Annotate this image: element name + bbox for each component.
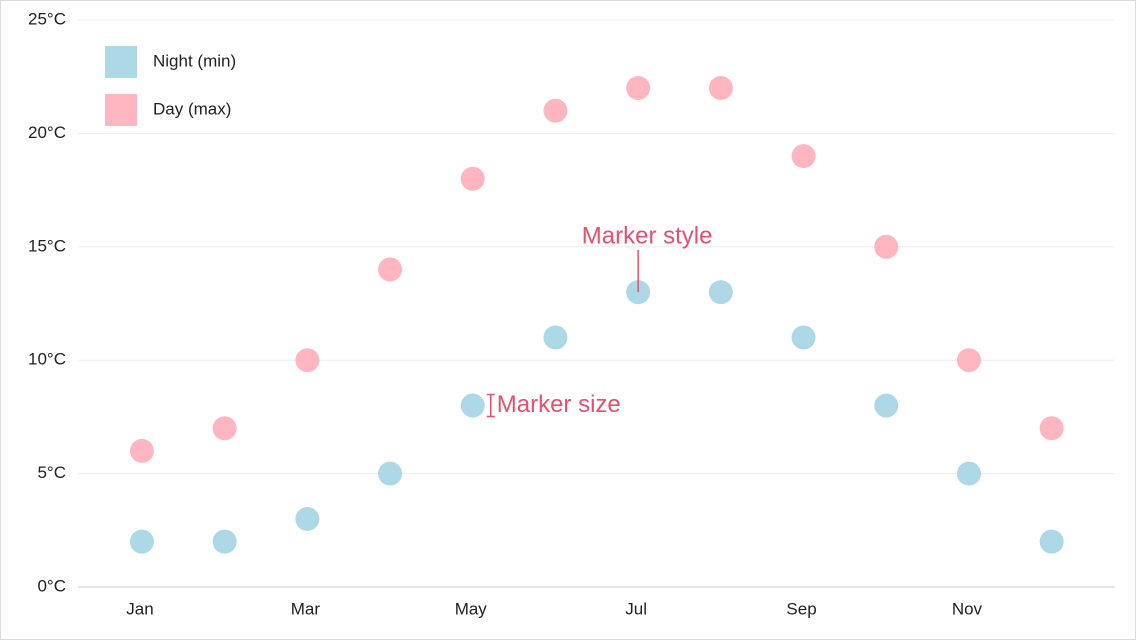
legend-swatch <box>105 94 137 126</box>
annotation: Marker size <box>497 391 621 418</box>
marker <box>460 393 485 418</box>
x-tick-label: Sep <box>786 599 816 618</box>
marker <box>212 529 237 554</box>
y-tick-label: 10°C <box>28 350 66 369</box>
marker <box>460 166 485 191</box>
marker <box>956 348 981 373</box>
marker <box>1039 416 1064 441</box>
x-tick-label: May <box>455 599 488 618</box>
marker <box>212 416 237 441</box>
annotation: Marker style <box>582 222 713 249</box>
x-tick-label: Nov <box>952 599 983 618</box>
marker <box>626 76 651 101</box>
marker <box>378 461 403 486</box>
legend-label: Day (max) <box>153 99 231 118</box>
y-tick-label: 15°C <box>28 236 66 255</box>
marker <box>543 98 568 123</box>
legend-swatch <box>105 46 137 78</box>
marker <box>791 325 816 350</box>
marker <box>543 325 568 350</box>
legend-label: Night (min) <box>153 51 236 70</box>
y-tick-label: 0°C <box>37 576 66 595</box>
annotation-bracket <box>486 393 495 418</box>
y-tick-label: 5°C <box>37 463 66 482</box>
y-tick-label: 25°C <box>28 9 66 28</box>
marker <box>295 348 320 373</box>
marker <box>295 506 320 531</box>
marker <box>791 144 816 169</box>
marker <box>378 257 403 282</box>
marker <box>708 280 733 305</box>
marker <box>956 461 981 486</box>
marker <box>129 529 154 554</box>
x-tick-label: Mar <box>291 599 321 618</box>
x-tick-label: Jul <box>625 599 647 618</box>
marker <box>129 438 154 463</box>
marker <box>874 234 899 259</box>
x-tick-label: Jan <box>126 599 153 618</box>
marker <box>708 76 733 101</box>
marker <box>874 393 899 418</box>
y-tick-label: 20°C <box>28 123 66 142</box>
marker <box>1039 529 1064 554</box>
